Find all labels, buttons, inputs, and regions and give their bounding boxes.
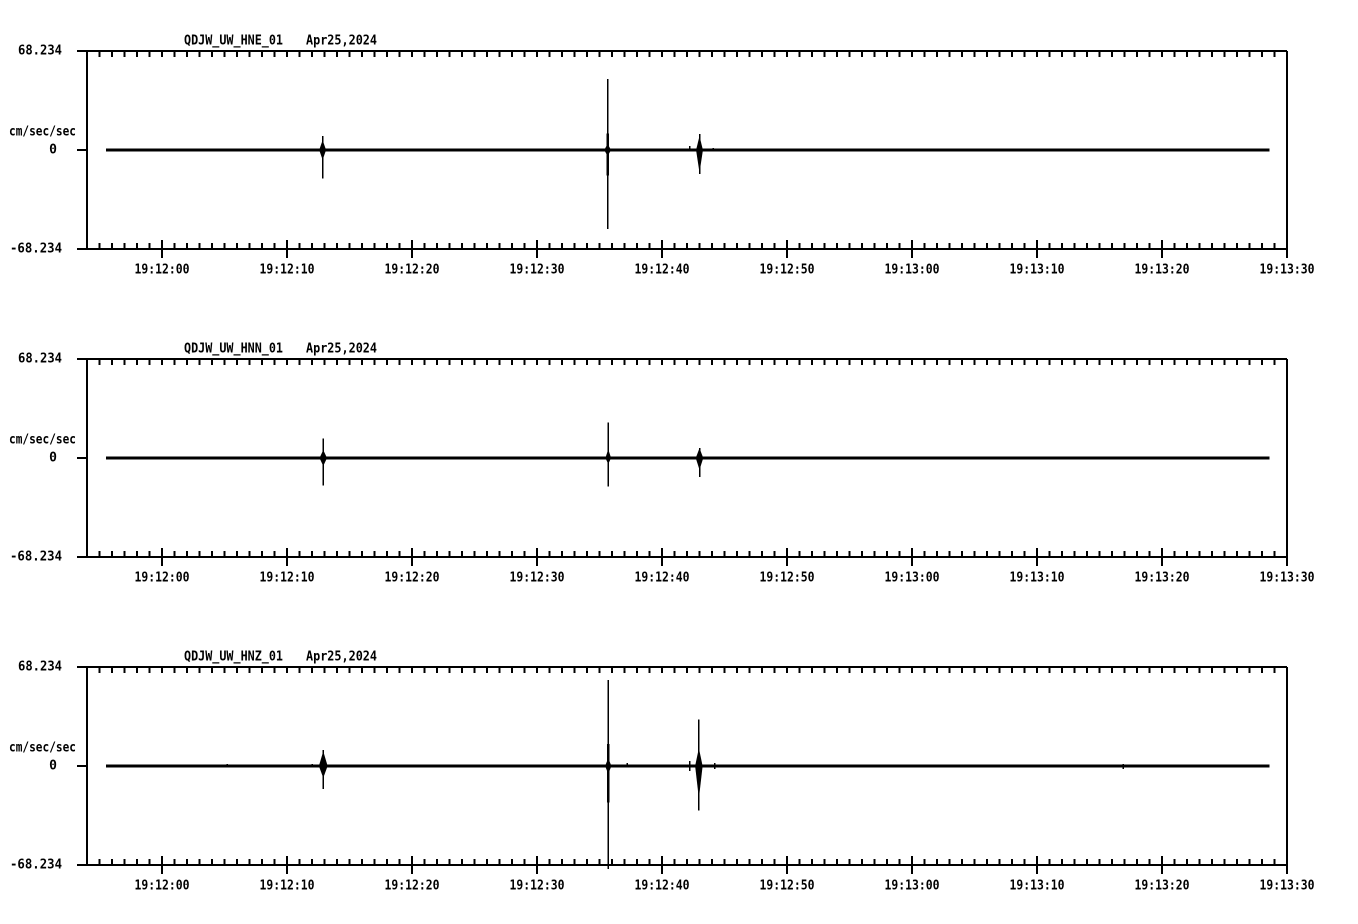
panel-title: QDJW_UW_HNZ_01 <box>184 650 283 665</box>
y-unit-label: cm/sec/sec <box>9 125 76 140</box>
axes-box <box>77 50 1288 250</box>
trace-hnn <box>105 422 1270 487</box>
y-unit-label: cm/sec/sec <box>9 433 76 448</box>
y-min-label: -68.234 <box>10 550 62 565</box>
trace-hnz <box>105 679 1270 870</box>
x-tick-label: 19:12:10 <box>260 571 315 586</box>
x-tick-label: 19:13:20 <box>1135 263 1190 278</box>
axes-box <box>77 358 1288 558</box>
panel-hnz: QDJW_UW_HNZ_01 Apr25,2024 68.234 cm/sec/sec… <box>9 650 1315 894</box>
y-max-label: 68.234 <box>18 660 62 675</box>
x-tick-label: 19:12:00 <box>135 263 190 278</box>
y-zero-label: 0 <box>49 143 57 158</box>
x-tick-label: 19:13:30 <box>1260 571 1315 586</box>
x-tick-label: 19:12:50 <box>760 571 815 586</box>
x-tick-label: 19:12:40 <box>635 879 690 894</box>
burst-envelope <box>318 751 328 778</box>
minor-ticks <box>98 359 1276 557</box>
x-tick-label: 19:12:20 <box>385 571 440 586</box>
x-tick-label: 19:13:10 <box>1010 879 1065 894</box>
x-tick-label: 19:13:10 <box>1010 571 1065 586</box>
burst-envelope <box>695 448 704 470</box>
burst-envelope <box>605 449 612 464</box>
x-tick-label: 19:12:30 <box>510 879 565 894</box>
x-tick-label: 19:12:00 <box>135 879 190 894</box>
x-tick-label: 19:13:20 <box>1135 879 1190 894</box>
y-min-label: -68.234 <box>10 242 62 257</box>
x-tick-label: 19:13:20 <box>1135 571 1190 586</box>
burst-envelope <box>319 140 327 160</box>
x-tick-label: 19:12:20 <box>385 263 440 278</box>
y-min-label: -68.234 <box>10 858 62 873</box>
minor-ticks <box>98 51 1276 249</box>
x-tick-label: 19:12:20 <box>385 879 440 894</box>
major-ticks <box>161 856 1288 874</box>
x-tick-label: 19:12:50 <box>760 879 815 894</box>
x-tick-label: 19:12:40 <box>635 571 690 586</box>
x-tick-label: 19:13:10 <box>1010 263 1065 278</box>
y-zero-label: 0 <box>49 759 57 774</box>
panel-title: QDJW_UW_HNN_01 <box>184 342 283 357</box>
panel-title: QDJW_UW_HNE_01 <box>184 34 283 49</box>
burst-envelope <box>695 748 703 799</box>
burst-envelope <box>604 144 612 156</box>
major-ticks <box>161 240 1288 258</box>
x-tick-label: 19:13:00 <box>885 263 940 278</box>
panel-hne: QDJW_UW_HNE_01 Apr25,2024 68.234 cm/sec/sec… <box>9 34 1315 278</box>
y-unit-label: cm/sec/sec <box>9 741 76 756</box>
x-tick-label: 19:12:10 <box>260 263 315 278</box>
y-max-label: 68.234 <box>18 44 62 59</box>
x-tick-label: 19:12:30 <box>510 571 565 586</box>
burst-envelope <box>696 136 703 173</box>
x-tick-label: 19:13:30 <box>1260 879 1315 894</box>
y-max-label: 68.234 <box>18 352 62 367</box>
axes-box <box>77 666 1288 866</box>
minor-ticks <box>98 667 1276 865</box>
panel-date: Apr25,2024 <box>306 34 377 49</box>
x-tick-label: 19:12:00 <box>135 571 190 586</box>
burst-envelope <box>605 758 612 774</box>
panel-hnn: QDJW_UW_HNN_01 Apr25,2024 68.234 cm/sec/sec… <box>9 342 1315 586</box>
x-tick-label: 19:13:00 <box>885 571 940 586</box>
y-zero-label: 0 <box>49 451 57 466</box>
panel-date: Apr25,2024 <box>306 650 377 665</box>
x-tick-label: 19:12:10 <box>260 879 315 894</box>
x-tick-label: 19:12:40 <box>635 263 690 278</box>
x-tick-label: 19:12:30 <box>510 263 565 278</box>
panel-date: Apr25,2024 <box>306 342 377 357</box>
major-ticks <box>161 548 1288 566</box>
x-tick-label: 19:13:00 <box>885 879 940 894</box>
trace-hne <box>105 78 1270 230</box>
x-tick-label: 19:13:30 <box>1260 263 1315 278</box>
burst-envelope <box>319 450 327 466</box>
x-tick-label: 19:12:50 <box>760 263 815 278</box>
